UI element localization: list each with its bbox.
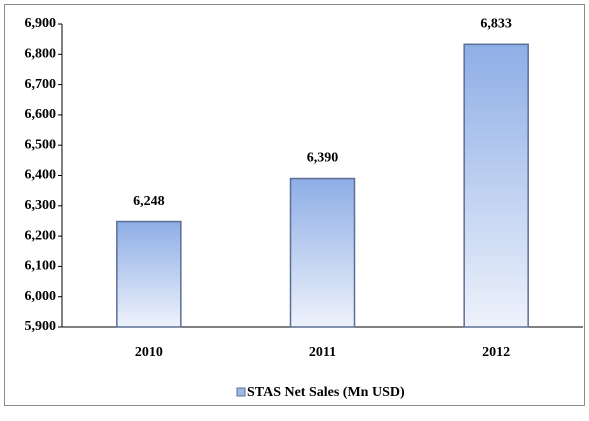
legend-marker <box>236 387 246 397</box>
x-tick-label: 2011 <box>309 345 336 360</box>
y-tick-label: 6,100 <box>25 259 57 274</box>
value-label: 6,833 <box>480 17 512 32</box>
y-tick-label: 6,500 <box>25 137 57 152</box>
x-tick-label: 2012 <box>482 345 510 360</box>
y-tick-label: 6,300 <box>25 198 57 213</box>
y-tick-label: 6,900 <box>25 16 57 31</box>
y-tick-label: 6,800 <box>25 47 57 62</box>
y-tick-label: 6,200 <box>25 228 57 243</box>
x-tick-label: 2010 <box>135 345 163 360</box>
y-tick-label: 6,400 <box>25 168 57 183</box>
y-tick-label: 5,900 <box>25 319 57 334</box>
y-tick-label: 6,000 <box>25 289 57 304</box>
legend-label: STAS Net Sales (Mn USD) <box>247 385 405 400</box>
bar <box>463 43 529 328</box>
y-tick-label: 6,600 <box>25 107 57 122</box>
bar <box>116 220 182 328</box>
value-label: 6,390 <box>307 151 339 166</box>
bar <box>289 177 356 328</box>
y-tick-label: 6,700 <box>25 77 57 92</box>
value-label: 6,248 <box>133 194 165 209</box>
